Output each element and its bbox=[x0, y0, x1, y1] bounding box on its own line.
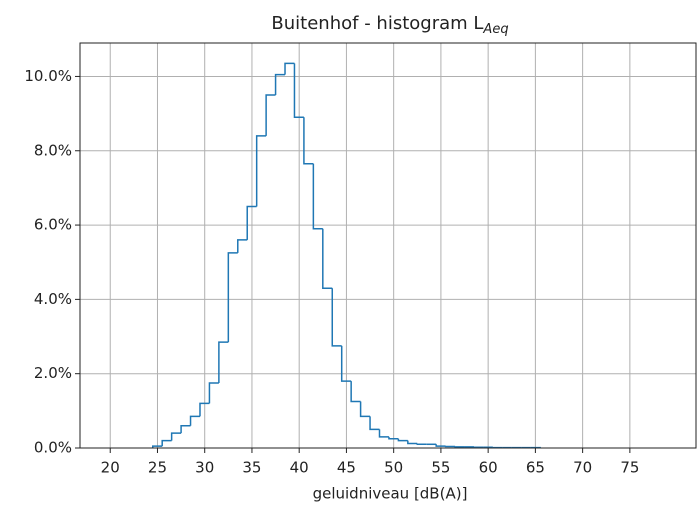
histogram-step bbox=[180, 424, 191, 434]
histogram-step bbox=[255, 135, 267, 207]
histogram-step bbox=[303, 117, 314, 165]
grid bbox=[80, 43, 696, 449]
histogram-step bbox=[161, 439, 172, 447]
histogram-step bbox=[350, 381, 361, 403]
x-tick-label: 30 bbox=[195, 459, 214, 477]
plot-frame bbox=[79, 42, 697, 449]
x-tick-label: 75 bbox=[620, 459, 639, 477]
histogram-step bbox=[416, 443, 427, 446]
histogram-step bbox=[397, 438, 408, 442]
histogram-step bbox=[293, 63, 304, 119]
histogram-step bbox=[312, 163, 323, 230]
y-tick-label: 8.0% bbox=[34, 141, 72, 159]
histogram-step bbox=[218, 341, 229, 383]
histogram-step bbox=[388, 436, 399, 440]
histogram-step bbox=[369, 416, 380, 431]
y-tick-label: 0.0% bbox=[34, 439, 72, 457]
histogram-step bbox=[227, 252, 238, 343]
histogram-step bbox=[378, 429, 389, 438]
histogram-step bbox=[331, 288, 342, 347]
histogram-step bbox=[435, 444, 446, 447]
x-tick-label: 40 bbox=[290, 459, 309, 477]
x-tick-label: 45 bbox=[337, 459, 356, 477]
title-main: Buitenhof - histogram L bbox=[271, 13, 483, 34]
x-tick-label: 60 bbox=[479, 459, 498, 477]
y-tick-label: 2.0% bbox=[34, 364, 72, 382]
histogram-step bbox=[199, 402, 210, 417]
x-tick-label: 25 bbox=[148, 459, 167, 477]
histogram-step bbox=[237, 239, 248, 253]
histogram-step bbox=[274, 73, 286, 96]
histogram-step bbox=[322, 228, 333, 289]
title-subscript: Aeq bbox=[482, 22, 508, 37]
x-tick-label: 65 bbox=[526, 459, 545, 477]
histogram-step bbox=[189, 415, 200, 426]
x-tick-label: 55 bbox=[431, 459, 450, 477]
x-tick-label: 20 bbox=[101, 459, 120, 477]
histogram-step bbox=[359, 401, 371, 418]
histogram-step bbox=[170, 432, 182, 441]
y-tick-label: 6.0% bbox=[34, 216, 72, 234]
y-tick-label: 10.0% bbox=[24, 67, 72, 85]
histogram bbox=[151, 62, 541, 449]
x-axis-label: geluidniveau [dB(A)] bbox=[313, 485, 468, 503]
x-tick-label: 50 bbox=[384, 459, 403, 477]
histogram-step bbox=[407, 440, 418, 445]
y-tick-label: 4.0% bbox=[34, 290, 72, 308]
histogram-step bbox=[340, 345, 352, 382]
x-tick-label: 70 bbox=[573, 459, 592, 477]
histogram-step bbox=[284, 62, 295, 75]
histogram-step bbox=[246, 205, 257, 240]
histogram-step bbox=[208, 382, 219, 404]
histogram-step bbox=[265, 94, 276, 136]
chart-title: Buitenhof - histogram LAeq bbox=[271, 13, 508, 37]
histogram-step bbox=[151, 445, 163, 448]
x-tick-label: 35 bbox=[242, 459, 261, 477]
